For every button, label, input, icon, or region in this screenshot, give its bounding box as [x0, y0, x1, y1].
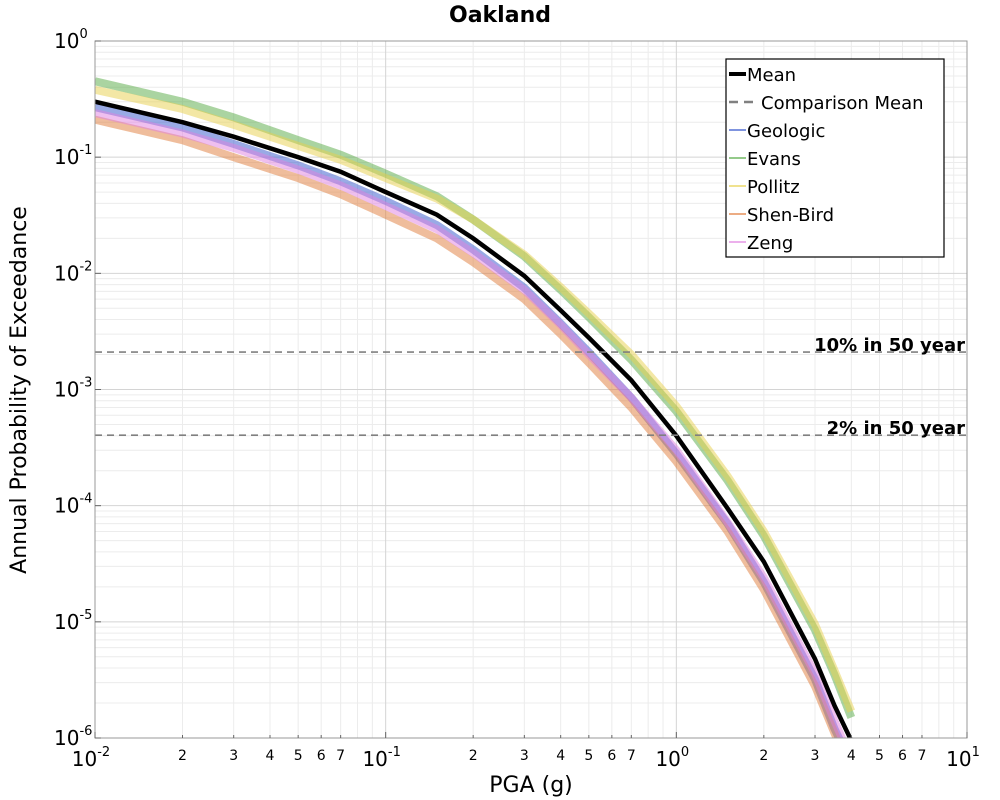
- x-minor-tick-label: 2: [178, 748, 187, 764]
- x-minor-tick-label: 4: [847, 748, 856, 764]
- x-minor-tick-label: 5: [584, 748, 593, 764]
- legend-label-pollitz: Pollitz: [747, 177, 800, 198]
- x-minor-tick-label: 7: [627, 748, 636, 764]
- x-tick-label-3: 101: [946, 745, 980, 771]
- chart-title: Oakland: [449, 3, 551, 28]
- series-pollitz-curve: [95, 85, 855, 713]
- x-minor-tick-label: 3: [811, 748, 820, 764]
- x-minor-tick-label: 4: [266, 748, 275, 764]
- legend-box: [725, 58, 945, 258]
- y-tick-label-6: 10-6: [54, 724, 92, 750]
- x-tick-label-1: 10-1: [362, 745, 400, 771]
- reference-label-1: 2% in 50 year: [827, 418, 965, 439]
- x-minor-tick-label: 5: [294, 748, 303, 764]
- reference-label-0: 10% in 50 year: [814, 335, 965, 356]
- y-tick-label-0: 100: [54, 27, 88, 53]
- series-mean-curve: [95, 99, 853, 738]
- curve-clip-group: [95, 77, 856, 738]
- x-tick-label-2: 100: [655, 745, 689, 771]
- x-minor-tick-label: 7: [918, 748, 927, 764]
- legend-label-zeng: Zeng: [747, 233, 793, 254]
- legend-label-geologic: Geologic: [747, 121, 825, 142]
- x-tick-label-0: 10-2: [72, 745, 110, 771]
- x-minor-tick-label: 3: [229, 748, 238, 764]
- legend-label-evans: Evans: [747, 149, 801, 170]
- y-tick-label-4: 10-4: [54, 492, 92, 518]
- x-minor-tick-label: 6: [898, 748, 907, 764]
- x-axis-label: PGA (g): [489, 773, 573, 798]
- y-axis-label: Annual Probability of Exceedance: [7, 206, 32, 574]
- reference-lines: 10% in 50 year 2% in 50 year: [95, 335, 967, 439]
- legend-label-mean: Mean: [747, 65, 796, 86]
- y-tick-label-3: 10-3: [54, 376, 92, 402]
- x-minor-tick-label: 6: [317, 748, 326, 764]
- y-tick-label-1: 10-1: [54, 143, 92, 169]
- legend: Mean Comparison Mean Geologic Evans Pollitz S…: [725, 58, 945, 258]
- legend-label-comparison-mean: Comparison Mean: [761, 93, 924, 114]
- series-shen-bird-curve: [95, 115, 841, 738]
- y-axis-ticks: 100 10-1 10-2 10-3 10-4 10-5 10-6: [54, 27, 101, 750]
- x-minor-tick-label: 4: [556, 748, 565, 764]
- curve-layer: [95, 77, 856, 738]
- x-minor-tick-label: 2: [469, 748, 478, 764]
- x-minor-tick-label: 3: [520, 748, 529, 764]
- y-tick-label-2: 10-2: [54, 259, 92, 285]
- x-minor-tick-label: 5: [875, 748, 884, 764]
- x-minor-tick-label: 7: [336, 748, 345, 764]
- series-zeng-curve: [95, 109, 847, 738]
- legend-label-shen-bird: Shen-Bird: [747, 205, 834, 226]
- x-minor-tick-label: 2: [759, 748, 768, 764]
- y-tick-label-5: 10-5: [54, 608, 92, 634]
- x-minor-tick-label: 6: [607, 748, 616, 764]
